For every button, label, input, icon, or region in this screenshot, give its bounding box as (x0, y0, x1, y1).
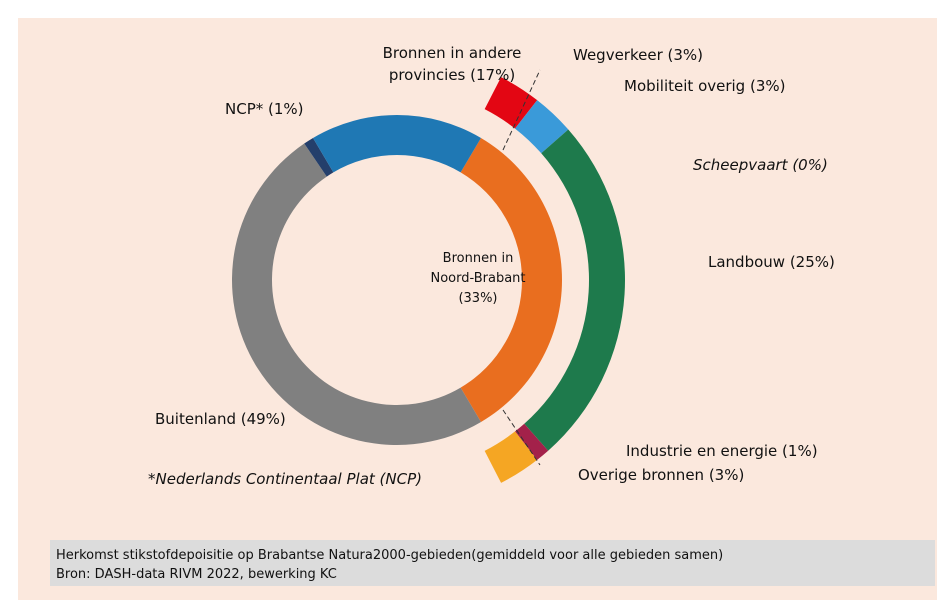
slice-label: Scheepvaart (0%) (693, 156, 828, 174)
slice (524, 129, 625, 451)
chart-title: Herkomst stikstofdepoisitie op Brabantse… (56, 548, 723, 563)
slice-label: Bronnen in Noord-Brabant (33%) (430, 251, 525, 306)
slice-label: Buitenland (49%) (155, 410, 286, 428)
slice (232, 143, 481, 445)
slice (515, 100, 569, 154)
marks (232, 77, 625, 483)
slice (304, 137, 334, 177)
slice (515, 423, 549, 460)
slice-label: Wegverkeer (3%) (573, 46, 703, 64)
footnote: *Nederlands Continentaal Plat (NCP) (148, 470, 422, 488)
slice (460, 137, 562, 423)
slice-label: Bronnen in andere provincies (17%) (383, 44, 522, 84)
slice (484, 431, 538, 483)
slice-label: Mobiliteit overig (3%) (624, 77, 785, 95)
connector (502, 409, 541, 466)
caption-box (50, 540, 935, 586)
slice-label: NCP* (1%) (225, 100, 304, 118)
connector (502, 69, 541, 151)
slice (484, 77, 538, 129)
source: Bron: DASH-data RIVM 2022, bewerking KC (56, 567, 337, 582)
slice-label: Overige bronnen (3%) (578, 466, 744, 484)
slice (313, 115, 481, 173)
background (18, 18, 937, 600)
slice-label: Landbouw (25%) (708, 253, 835, 271)
slice-label: Industrie en energie (1%) (626, 442, 818, 460)
